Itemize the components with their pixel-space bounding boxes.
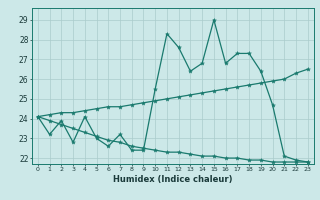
- X-axis label: Humidex (Indice chaleur): Humidex (Indice chaleur): [113, 175, 233, 184]
